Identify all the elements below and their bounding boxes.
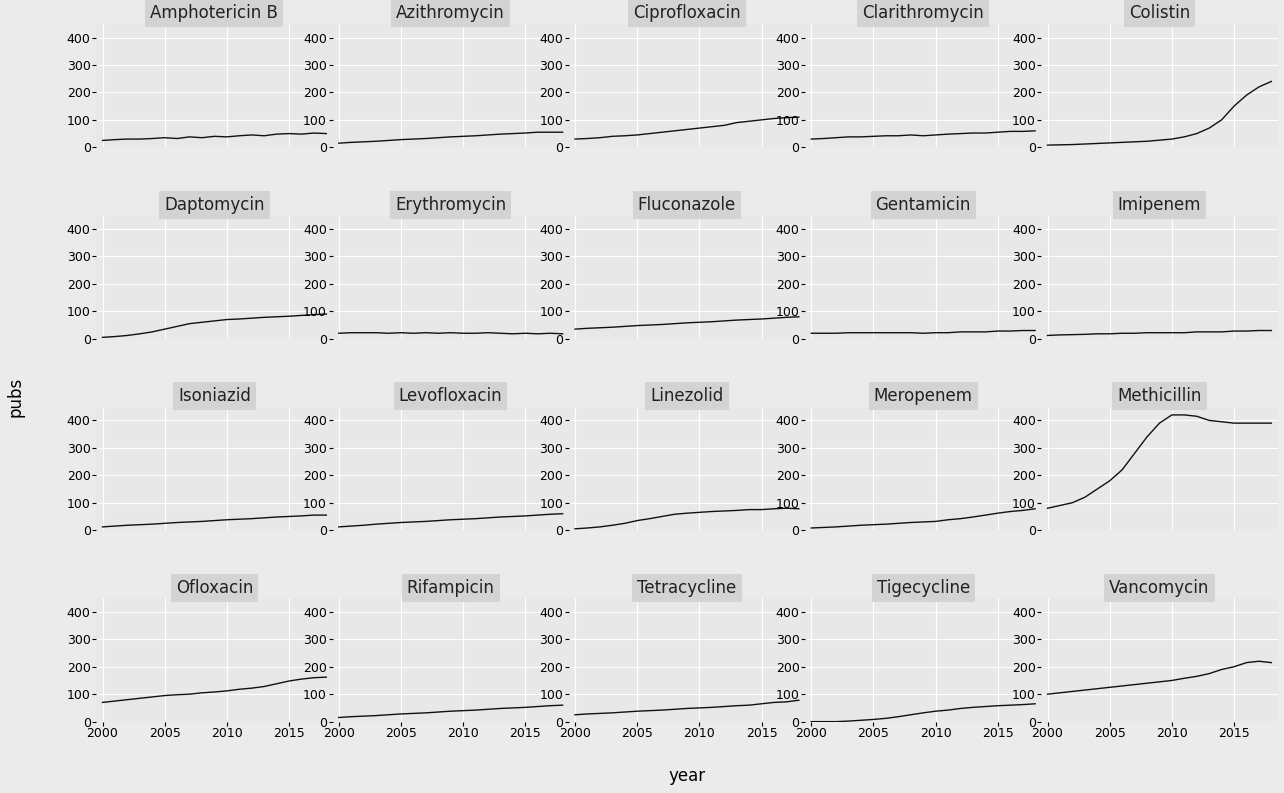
Title: Levofloxacin: Levofloxacin <box>399 387 502 405</box>
Title: Rifampicin: Rifampicin <box>407 579 494 596</box>
Title: Daptomycin: Daptomycin <box>164 196 265 213</box>
Title: Meropenem: Meropenem <box>873 387 973 405</box>
Title: Vancomycin: Vancomycin <box>1109 579 1210 596</box>
Title: Imipenem: Imipenem <box>1117 196 1202 213</box>
Title: Ofloxacin: Ofloxacin <box>176 579 253 596</box>
Text: year: year <box>669 767 705 785</box>
Title: Amphotericin B: Amphotericin B <box>150 4 279 22</box>
Title: Fluconazole: Fluconazole <box>638 196 736 213</box>
Text: pubs: pubs <box>6 377 24 416</box>
Title: Tetracycline: Tetracycline <box>637 579 737 596</box>
Title: Methicillin: Methicillin <box>1117 387 1202 405</box>
Title: Colistin: Colistin <box>1129 4 1190 22</box>
Title: Clarithromycin: Clarithromycin <box>863 4 984 22</box>
Title: Tigecycline: Tigecycline <box>877 579 969 596</box>
Title: Ciprofloxacin: Ciprofloxacin <box>633 4 741 22</box>
Title: Gentamicin: Gentamicin <box>876 196 971 213</box>
Title: Linezolid: Linezolid <box>650 387 724 405</box>
Title: Erythromycin: Erythromycin <box>395 196 506 213</box>
Title: Isoniazid: Isoniazid <box>178 387 250 405</box>
Title: Azithromycin: Azithromycin <box>397 4 505 22</box>
